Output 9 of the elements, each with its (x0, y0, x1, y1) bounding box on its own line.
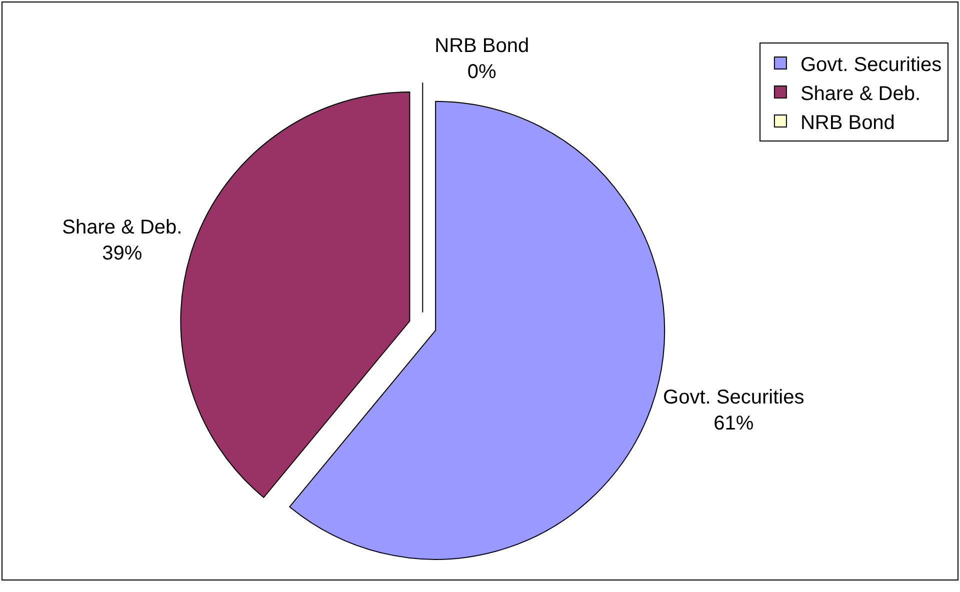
slice-label: Govt. Securities (663, 386, 804, 409)
slice-label: Share & Deb. (62, 216, 182, 239)
legend-label: Govt. Securities (800, 54, 942, 76)
category-label: NRB Bond (434, 34, 530, 57)
data-label: 61% (714, 412, 754, 435)
legend-label: Share & Deb. (800, 82, 921, 105)
data-label: 39% (102, 242, 142, 265)
legend-label: NRB Bond (800, 112, 895, 134)
text: 0% (467, 60, 496, 83)
